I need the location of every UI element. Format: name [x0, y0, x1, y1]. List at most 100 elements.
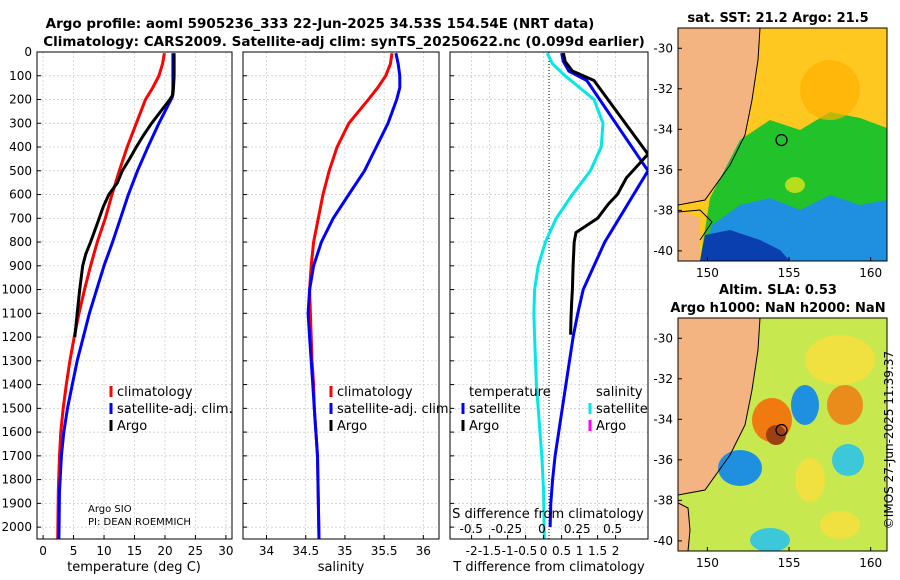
series-satellite-adj-clim-	[306, 52, 402, 539]
y-tick-label: 1100	[1, 306, 32, 320]
y-tick-label: 1800	[1, 473, 32, 487]
difference-ticks: -2 -1.5 -1 -0.5 0 0.5 1 1.5 2	[450, 51, 620, 558]
imos-timestamp: ©IMOS 27-Jun-2025 11:39:37	[882, 351, 896, 529]
series-salinity-satellite	[532, 52, 605, 539]
salinity-xlabel: salinity	[318, 560, 365, 575]
y-tick-label: 700	[9, 211, 32, 225]
y-tick-label: 1900	[1, 496, 32, 510]
sla-coastline	[678, 318, 761, 496]
sla-blue-2	[718, 450, 762, 486]
title-line-1: Argo profile: aoml 5905236_333 22-Jun-20…	[46, 16, 595, 32]
salinity-ticks: 34 34.5 35 35.5 36	[243, 51, 431, 558]
x-tick-label: 5	[70, 544, 78, 558]
y-tick-label: 1000	[1, 283, 32, 297]
sst-map-title: sat. SST: 21.2 Argo: 21.5	[687, 11, 868, 26]
map-x-tick-label: 150	[696, 556, 719, 570]
map-y-tick-label: -36	[653, 163, 673, 177]
y-tick-label: 1500	[1, 401, 32, 415]
x-tick-label: 0	[540, 544, 548, 558]
s-diff-tick-label: 0.5	[603, 522, 622, 536]
difference-legend: temperature satellite Argo salinity sate…	[461, 385, 648, 434]
map-x-tick-label: 160	[859, 266, 882, 280]
sla-map-frame	[677, 317, 888, 552]
sla-cyan-1	[832, 444, 864, 476]
map-y-tick-label: -40	[653, 244, 673, 258]
legend-satellite-label: satellite-adj. clim.	[117, 402, 233, 417]
x-tick-label: -0.5	[514, 544, 537, 558]
argo-pi-label: PI: DEAN ROEMMICH	[88, 517, 191, 528]
series-climatology	[56, 52, 166, 539]
salinity-lines	[306, 52, 402, 539]
y-tick-label: 0	[24, 45, 32, 59]
y-tick-label: 1200	[1, 330, 32, 344]
map-x-tick-label: 155	[778, 556, 801, 570]
legend-argo-label: Argo	[117, 419, 147, 434]
sla-map-title-2: Argo h1000: NaN h2000: NaN	[670, 301, 885, 316]
sla-map-field	[678, 318, 887, 551]
title-line-2: Climatology: CARS2009. Satellite-adj cli…	[43, 34, 645, 50]
temperature-xlabel: temperature (deg C)	[67, 560, 201, 575]
s-diff-tick-label: -0.5	[460, 522, 483, 536]
y-tick-label: 2000	[1, 520, 32, 534]
sla-yellow-2	[795, 458, 825, 502]
map-x-tick-label: 150	[696, 266, 719, 280]
y-tick-label: 300	[9, 116, 32, 130]
temperature-ticks: 0100200300400500600700800900100011001200…	[1, 45, 233, 558]
sla-map-title-1: Altim. SLA: 0.53	[719, 283, 837, 298]
sla-float-marker	[775, 423, 788, 437]
series-climatology	[308, 52, 394, 539]
y-tick-label: 1700	[1, 449, 32, 463]
salinity-axes-frame	[242, 51, 440, 540]
map-y-tick-label: -36	[653, 453, 673, 467]
series-temperature-argo	[561, 52, 648, 335]
x-tick-label: 25	[188, 544, 203, 558]
sst-map-field	[678, 28, 887, 261]
map-y-tick-label: -40	[653, 534, 673, 548]
sst-warm-patch	[800, 60, 860, 120]
sla-orange-1	[827, 385, 863, 425]
x-tick-label: 20	[157, 544, 172, 558]
sla-darkred	[766, 425, 786, 445]
x-tick-label: 30	[218, 544, 233, 558]
y-tick-label: 600	[9, 188, 32, 202]
legend-t-argo-label: Argo	[469, 419, 499, 434]
x-tick-label: 1.5	[588, 544, 607, 558]
x-tick-label: 2	[612, 544, 620, 558]
x-tick-label: 0	[39, 544, 47, 558]
x-tick-label: 34	[259, 544, 274, 558]
x-tick-label: 36	[416, 544, 431, 558]
map-x-tick-label: 155	[778, 266, 801, 280]
map-y-tick-label: -32	[653, 372, 673, 386]
x-tick-label: 0.5	[552, 544, 571, 558]
sla-blue-1	[791, 385, 819, 425]
difference-lines	[532, 52, 648, 539]
map-y-tick-label: -30	[653, 41, 673, 55]
x-tick-label: 35	[337, 544, 352, 558]
map-y-tick-label: -38	[653, 493, 673, 507]
x-tick-label: -2	[466, 544, 478, 558]
map-y-tick-label: -32	[653, 82, 673, 96]
map-x-tick-label: 160	[859, 556, 882, 570]
sla-cyan-2	[750, 528, 790, 551]
y-tick-label: 1600	[1, 425, 32, 439]
legend-climatology-label: climatology	[117, 385, 193, 400]
series-temperature-satellite	[548, 52, 648, 528]
sst-coastline-south	[678, 209, 713, 241]
s-diff-tick-label: 0	[538, 522, 546, 536]
sst-map-ticks: 150 155 160 -30 -32 -34 -36 -38 -40	[653, 41, 882, 280]
salinity-panel: 34 34.5 35 35.5 36 salinity climatology sate…	[242, 51, 453, 575]
legend-t-satellite-label: satellite	[469, 402, 521, 417]
x-tick-label: 34.5	[292, 544, 319, 558]
sla-yellow-1	[805, 335, 875, 385]
x-tick-label: 35.5	[371, 544, 398, 558]
sst-cold-water	[700, 230, 790, 261]
sst-map-frame	[677, 27, 888, 262]
s-diff-tick-label: -0.25	[491, 522, 522, 536]
map-y-tick-label: -38	[653, 203, 673, 217]
map-y-tick-label: -34	[653, 122, 673, 136]
temperature-legend: climatology satellite-adj. clim. Argo	[109, 385, 233, 434]
sst-map: sat. SST: 21.2 Argo: 21.5 150 155 160 -30 -3…	[653, 11, 888, 280]
temperature-grid	[37, 51, 232, 539]
difference-grid	[450, 51, 648, 539]
